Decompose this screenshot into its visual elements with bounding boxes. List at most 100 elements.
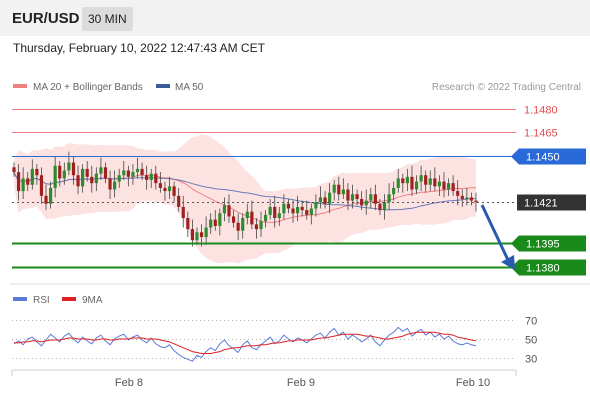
candle-body [76, 175, 80, 187]
candle-body [263, 214, 268, 222]
candle-body [99, 167, 103, 174]
candle-body [199, 232, 204, 238]
candle-body [323, 197, 327, 204]
candle-body [81, 168, 85, 187]
candle-body [154, 173, 158, 184]
candle-body [369, 194, 373, 201]
x-label-feb10: Feb 10 [456, 377, 490, 389]
candle-body [424, 175, 428, 185]
candle-body [172, 186, 176, 196]
rsi-tick-label: 50 [525, 335, 537, 347]
credit-label: Research © 2022 Trading Central [432, 82, 581, 93]
candles [12, 151, 478, 247]
candle-body [309, 208, 313, 215]
legend-ma50-label: MA 50 [175, 82, 204, 93]
candle-body [39, 175, 44, 196]
rsi-tick-label: 70 [525, 316, 537, 328]
candle-body [318, 197, 323, 203]
candle-body [158, 183, 162, 188]
rsi-ma-line [14, 331, 477, 354]
candle-body [474, 200, 478, 203]
current-price-tag [517, 194, 586, 211]
x-label-feb8: Feb 8 [115, 377, 143, 389]
candle-body [273, 206, 277, 219]
candle-body [103, 167, 108, 179]
candle-body [58, 165, 62, 179]
candle-body [62, 170, 66, 179]
rsi-panel: 70 50 30 [12, 316, 537, 366]
chart-datetime: Thursday, February 10, 2022 12:47:43 AM … [13, 41, 265, 55]
candle-body [396, 178, 400, 188]
candle-body [108, 178, 112, 190]
candle-body [48, 187, 53, 204]
candle-body [277, 213, 281, 219]
candle-body [12, 167, 16, 173]
candle-body [410, 176, 414, 190]
candle-body [346, 189, 350, 201]
header-bar: EUR/USD 30 MIN [0, 0, 590, 36]
candle-body [227, 205, 231, 217]
candle-body [149, 173, 153, 180]
candle-body [222, 205, 227, 214]
candle-body [135, 168, 140, 173]
support-green-tag [511, 259, 586, 276]
candle-body [163, 187, 167, 192]
candle-body [218, 213, 222, 226]
price-levels: 1.1480 1.1465 1.1450 1.1421 1.1395 1.1380 [12, 105, 586, 276]
candle-body [236, 222, 240, 231]
candle-body [456, 191, 460, 196]
candle-body [332, 184, 336, 193]
candle-body [44, 195, 48, 204]
candle-body [350, 194, 355, 201]
candle-body [250, 211, 254, 225]
candle-body [245, 211, 249, 219]
candle-body [300, 206, 304, 211]
legend-swatch-ma50 [156, 84, 170, 88]
candle-body [414, 181, 419, 190]
symbol-label: EUR/USD [12, 10, 80, 27]
candle-body [181, 206, 185, 219]
candle-body [291, 208, 295, 214]
candle-body [378, 203, 382, 211]
candle-body [204, 227, 208, 238]
rsi-tick-label: 30 [525, 354, 537, 366]
candle-body [451, 183, 455, 192]
candle-body [360, 199, 364, 206]
candle-body [71, 162, 76, 176]
candle-body [131, 172, 135, 177]
candle-body [460, 195, 464, 200]
forecast-arrow [480, 204, 515, 270]
candle-body [373, 194, 377, 204]
candle-body [85, 168, 89, 177]
candle-body [177, 195, 181, 207]
candle-body [254, 224, 259, 230]
pivot-blue-label: 1.1450 [526, 152, 560, 164]
legend-9ma-label: 9MA [82, 295, 103, 306]
legend-swatch-9ma [62, 297, 76, 301]
candle-body [387, 194, 391, 203]
candle-body [405, 176, 409, 184]
candle-body [305, 210, 309, 215]
candle-body [286, 203, 291, 209]
candle-body [209, 219, 213, 228]
candle-body [113, 181, 117, 190]
candle-body [122, 170, 126, 176]
candle-body [231, 216, 236, 223]
resistance-label: 1.1480 [524, 105, 558, 117]
candle-body [296, 206, 300, 214]
resistance-label: 1.1465 [524, 128, 558, 140]
candle-body [401, 178, 405, 184]
legend-swatch-ma20 [13, 84, 27, 88]
candle-body [241, 218, 245, 231]
candle-body [186, 218, 190, 230]
candle-body [30, 168, 34, 185]
bollinger-fill [14, 134, 476, 264]
rsi-line [13, 326, 477, 362]
candle-body [190, 229, 194, 241]
candle-body [21, 178, 25, 192]
candle-body [140, 168, 144, 176]
candle-body [337, 184, 341, 195]
timeframe-button[interactable]: 30 MIN [82, 7, 133, 31]
candle-body [382, 202, 387, 211]
